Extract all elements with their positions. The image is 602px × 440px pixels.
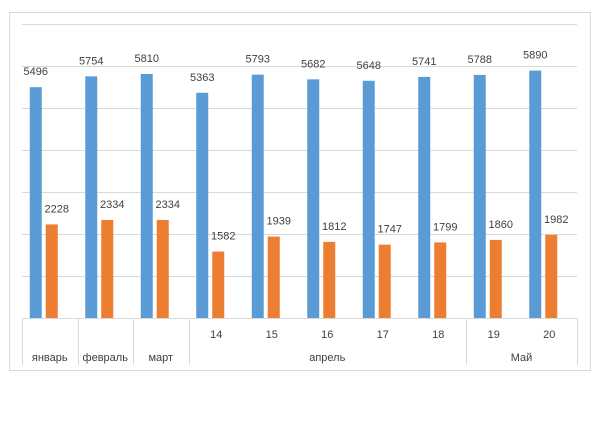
category-label: 14 [210,329,222,341]
bar-2 [267,236,280,318]
bar-1 [418,76,431,319]
group-label: январь [32,352,68,364]
bar-1 [362,80,375,318]
category-label: 19 [488,329,500,341]
data-label: 1582 [211,231,235,243]
bar-2 [378,244,391,318]
data-label: 5810 [135,53,159,65]
bar-1 [140,73,153,318]
bar-1 [251,74,264,318]
bar-2 [212,251,225,318]
group-label: февраль [83,352,129,364]
data-label: 5741 [412,56,436,68]
data-label: 5648 [357,60,381,72]
data-label: 5682 [301,58,325,70]
bar-1 [529,70,542,319]
data-label: 5793 [246,54,270,66]
group-label: апрель [309,352,345,364]
group-label: март [148,352,173,364]
data-label: 1747 [378,224,402,236]
category-label: 17 [377,329,389,341]
data-label: 1860 [489,219,513,231]
group-label: Май [511,352,533,364]
category-label: 20 [543,329,555,341]
bar-1 [307,79,320,318]
data-label: 5496 [24,66,48,78]
bar-2 [323,241,336,318]
bar-2 [434,242,447,318]
data-label: 1812 [322,221,346,233]
data-label: 2228 [45,203,69,215]
category-label: 15 [266,329,278,341]
bar-2 [45,224,58,318]
data-label: 5890 [523,50,547,62]
bar-2 [545,234,558,318]
data-label: 1939 [267,216,291,228]
data-label: 1982 [544,214,568,226]
data-label: 5363 [190,72,214,84]
data-label: 2334 [156,199,180,211]
data-label: 5754 [79,55,103,67]
bar-2 [156,219,169,318]
bar-1 [196,92,209,318]
data-label: 2334 [100,199,124,211]
data-label: 5788 [468,54,492,66]
data-label: 1799 [433,221,457,233]
bar-2 [101,219,114,318]
bar-1 [85,76,98,318]
bar-2 [489,239,502,318]
bar-1 [473,74,486,319]
bar-1 [29,87,42,318]
category-label: 18 [432,329,444,341]
category-label: 16 [321,329,333,341]
